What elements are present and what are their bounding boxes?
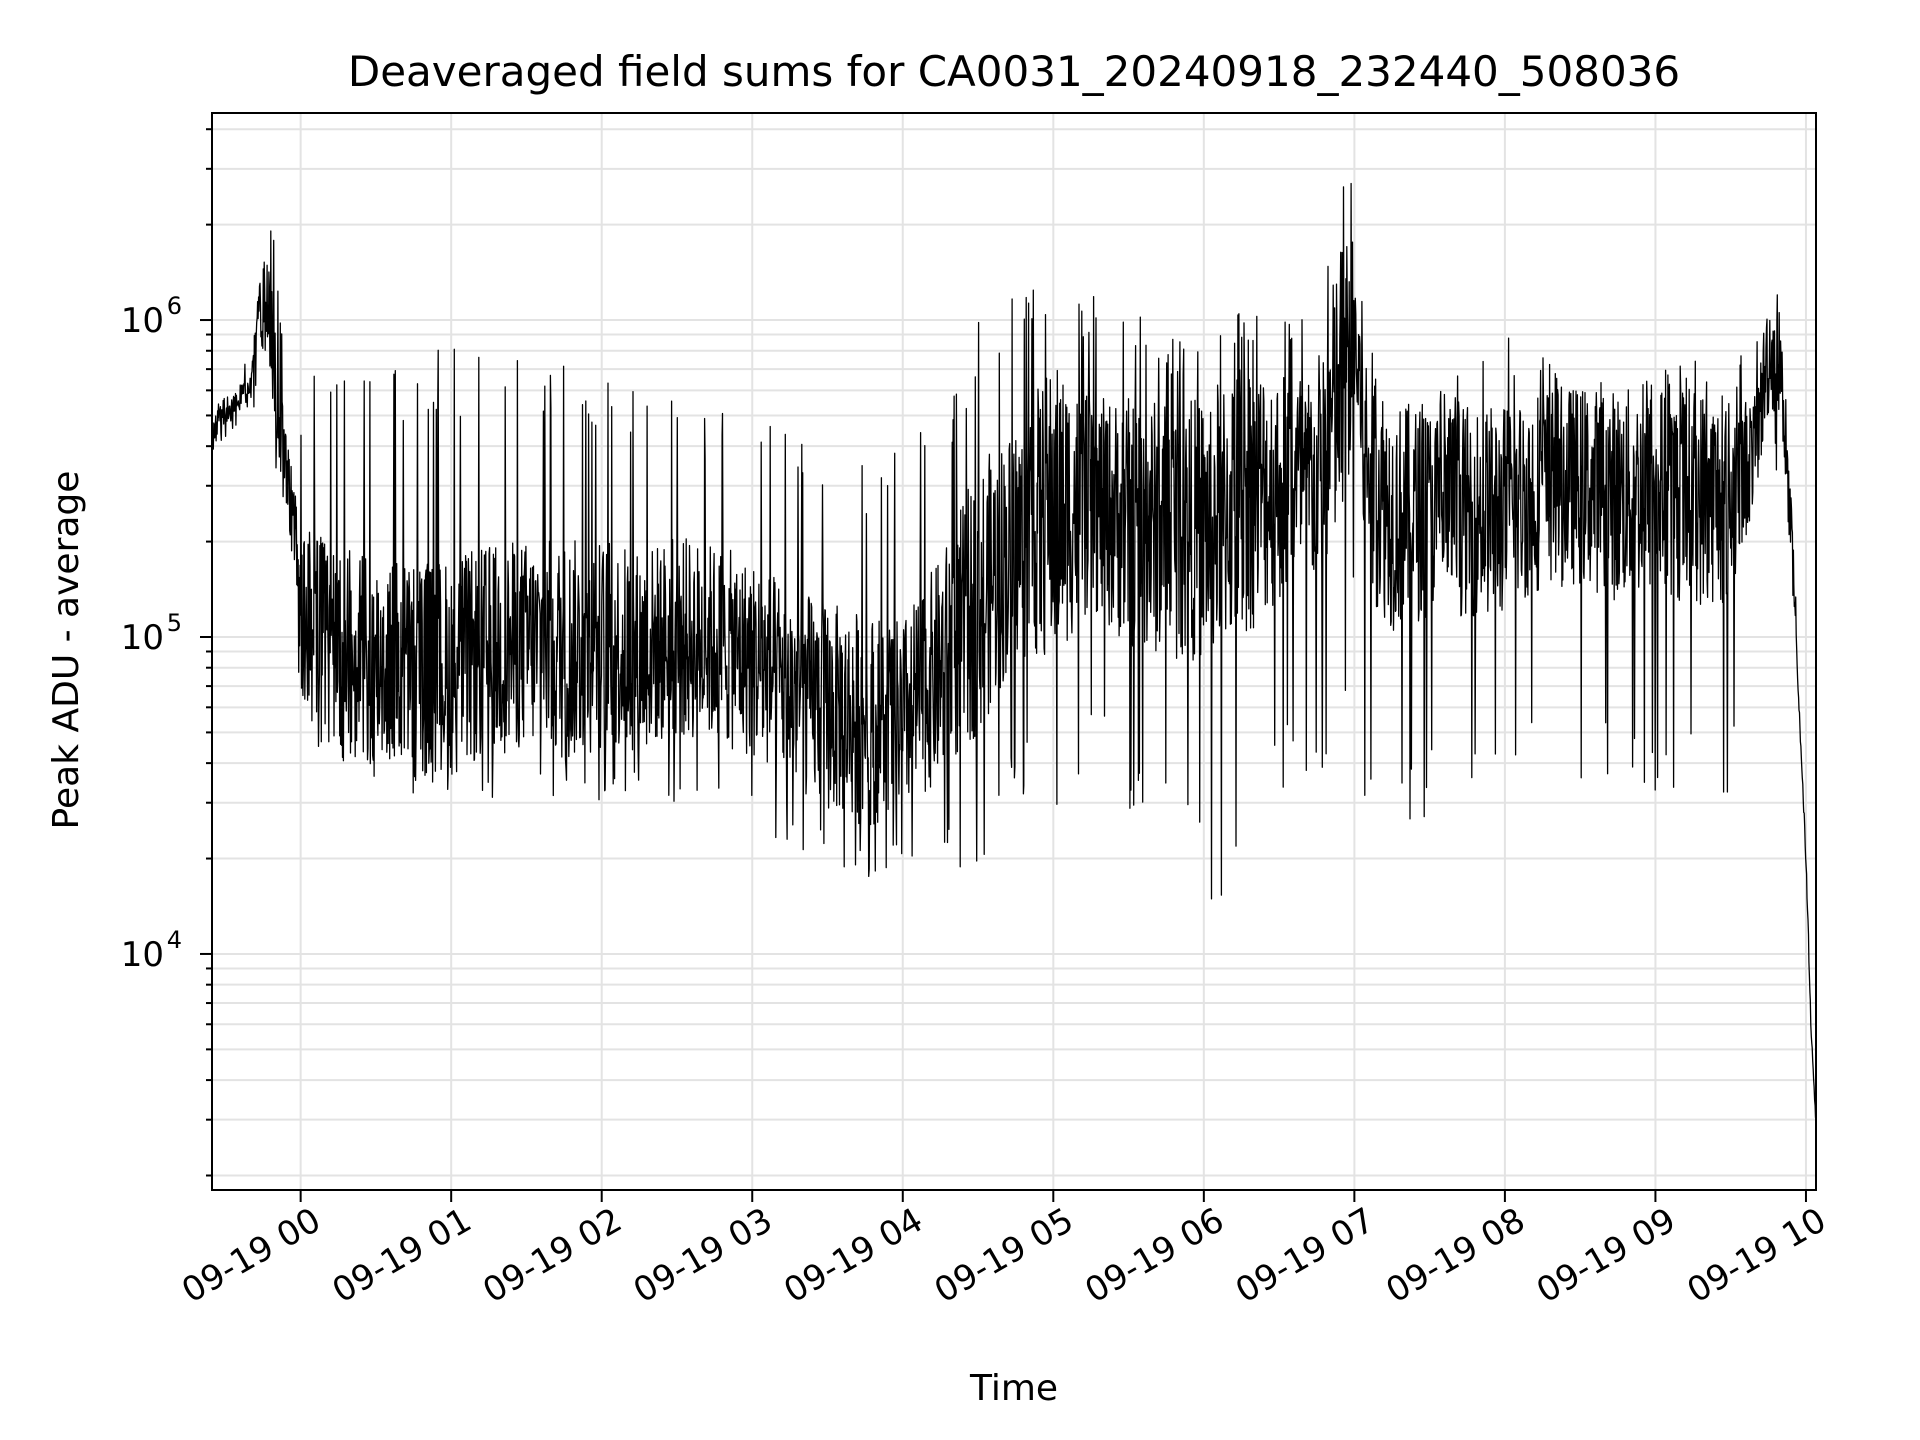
x-tick-label: 09-19 01 bbox=[326, 1200, 478, 1311]
x-tick-label: 09-19 02 bbox=[476, 1200, 628, 1311]
x-tick-label: 09-19 07 bbox=[1229, 1200, 1381, 1311]
series-line bbox=[212, 182, 1817, 1119]
y-tick-exponent: 6 bbox=[167, 292, 182, 320]
x-tick-label: 09-19 08 bbox=[1380, 1200, 1532, 1311]
y-axis-label: Peak ADU - average bbox=[46, 471, 87, 830]
y-tick-base: 10 bbox=[121, 301, 164, 341]
x-axis-label: Time bbox=[969, 1368, 1058, 1409]
y-tick-label: 10 bbox=[121, 301, 164, 341]
x-tick-label: 09-19 00 bbox=[175, 1200, 327, 1311]
y-tick-label: 10 bbox=[121, 618, 164, 658]
y-tick-base: 10 bbox=[121, 935, 164, 975]
y-tick-base: 10 bbox=[121, 618, 164, 658]
chart-title: Deaveraged field sums for CA0031_2024091… bbox=[348, 47, 1680, 96]
x-tick-label: 09-19 10 bbox=[1681, 1200, 1833, 1311]
y-tick-exponent: 5 bbox=[167, 609, 182, 637]
x-tick-label: 09-19 09 bbox=[1530, 1200, 1682, 1311]
x-tick-label: 09-19 04 bbox=[777, 1200, 929, 1311]
x-tick-label: 09-19 05 bbox=[928, 1200, 1080, 1311]
x-tick-label: 09-19 03 bbox=[627, 1200, 779, 1311]
y-tick-label: 10 bbox=[121, 935, 164, 975]
series-layer bbox=[212, 182, 1817, 1119]
y-tick-exponent: 4 bbox=[167, 926, 182, 954]
x-tick-label: 09-19 06 bbox=[1078, 1200, 1230, 1311]
